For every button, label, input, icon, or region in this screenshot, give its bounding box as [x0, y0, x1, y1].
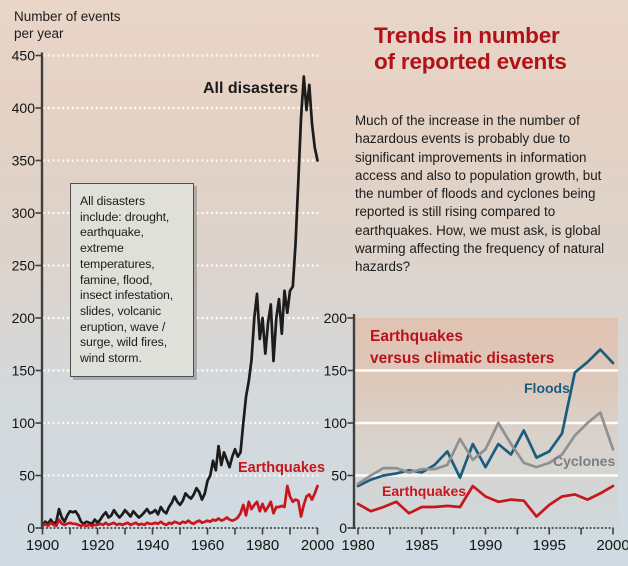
y-axis-title-line2: per year — [14, 26, 64, 41]
svg-text:1940: 1940 — [136, 537, 169, 554]
svg-text:100: 100 — [324, 415, 348, 431]
svg-text:200: 200 — [324, 310, 348, 326]
page-title-line1: Trends in number — [374, 23, 560, 48]
svg-text:1960: 1960 — [191, 537, 224, 554]
svg-text:0: 0 — [27, 520, 35, 536]
floods-series-label: Floods — [524, 380, 570, 396]
earthquakes-series-label-right: Earthquakes — [382, 483, 467, 499]
svg-text:150: 150 — [324, 363, 348, 379]
earthquakes-series-label-left: Earthquakes — [238, 460, 326, 476]
cyclones-series-label: Cyclones — [553, 453, 616, 469]
svg-text:0: 0 — [339, 520, 347, 536]
svg-text:400: 400 — [12, 100, 36, 116]
description-paragraph: Much of the increase in the number of ha… — [355, 113, 605, 275]
svg-text:450: 450 — [12, 48, 36, 64]
page-title-line2: of reported events — [374, 49, 567, 74]
y-axis-title: Number of events per year — [14, 8, 121, 42]
svg-text:50: 50 — [19, 468, 35, 484]
chart2-title-line2: versus climatic disasters — [370, 349, 555, 367]
all-disasters-note-box: All disasters include: drought, earthqua… — [70, 183, 194, 377]
page-title: Trends in number of reported events — [374, 23, 567, 75]
svg-text:1900: 1900 — [26, 537, 59, 554]
svg-text:2000: 2000 — [596, 537, 628, 554]
all-disasters-series-label: All disasters — [203, 80, 299, 97]
svg-text:200: 200 — [12, 310, 36, 326]
svg-text:1985: 1985 — [405, 537, 438, 554]
chart2-title: Earthquakes versus climatic disasters — [370, 326, 554, 369]
svg-text:1995: 1995 — [533, 537, 566, 554]
svg-text:100: 100 — [12, 415, 36, 431]
svg-text:2000: 2000 — [301, 537, 334, 554]
y-axis-title-line1: Number of events — [14, 9, 121, 24]
svg-text:250: 250 — [12, 258, 36, 274]
svg-text:350: 350 — [12, 153, 36, 169]
svg-text:1980: 1980 — [341, 537, 374, 554]
chart2-title-line1: Earthquakes — [370, 328, 464, 345]
svg-text:1990: 1990 — [469, 537, 502, 554]
svg-text:1980: 1980 — [246, 537, 279, 554]
svg-text:1920: 1920 — [81, 537, 114, 554]
svg-text:300: 300 — [12, 205, 36, 221]
svg-text:50: 50 — [331, 468, 347, 484]
svg-text:150: 150 — [12, 363, 36, 379]
